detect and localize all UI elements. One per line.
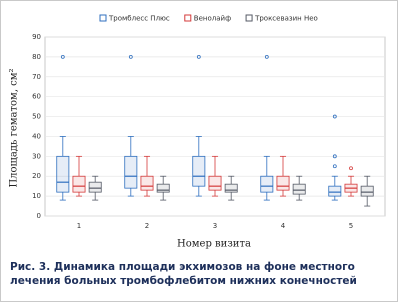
box [156,183,170,193]
x-tick-label: 2 [145,222,149,230]
figure-caption: Рис. 3. Динамика площади экхимозов на фо… [10,261,357,287]
outlier [196,54,201,59]
y-tick-label: 50 [32,113,41,121]
outlier [332,154,337,159]
legend-label: Троксевазин Нео [254,15,318,23]
legend-swatch [184,14,192,22]
box [56,155,70,193]
x-tick-label: 5 [349,222,353,230]
y-tick-label: 60 [32,93,41,101]
outlier [332,114,337,119]
box [260,175,274,193]
y-tick-label: 70 [32,73,41,81]
y-tick-label: 10 [32,192,41,200]
legend-swatch [99,14,107,22]
outlier [128,54,133,59]
x-axis-title: Номер визита [177,239,251,250]
box [140,175,154,191]
box [208,175,222,191]
box [72,175,86,193]
y-axis-title: Площадь гематом, см² [9,68,20,187]
box [328,185,342,197]
y-tick-label: 90 [32,33,41,41]
y-tick-label: 30 [32,152,41,160]
box [124,155,138,189]
y-tick-label: 40 [32,132,41,140]
box [360,185,374,197]
outlier [332,164,337,169]
y-tick-label: 20 [32,172,41,180]
box [192,155,206,187]
box [276,175,290,191]
legend-label: Венолайф [194,15,231,23]
x-tick-label: 3 [213,222,217,230]
outlier [264,54,269,59]
x-tick-label: 4 [281,222,286,230]
legend-label: Тромблесс Плюс [108,15,170,23]
legend-swatch [245,14,253,22]
box [292,183,306,195]
chart: Номер визита Площадь гематом, см² 0 10 20 3… [9,14,386,250]
y-tick-label: 80 [32,53,41,61]
y-tick-label: 0 [37,212,41,220]
outlier [349,166,353,171]
x-tick-label: 1 [77,222,81,230]
box [224,183,238,193]
box [88,181,102,193]
outlier [60,54,65,59]
